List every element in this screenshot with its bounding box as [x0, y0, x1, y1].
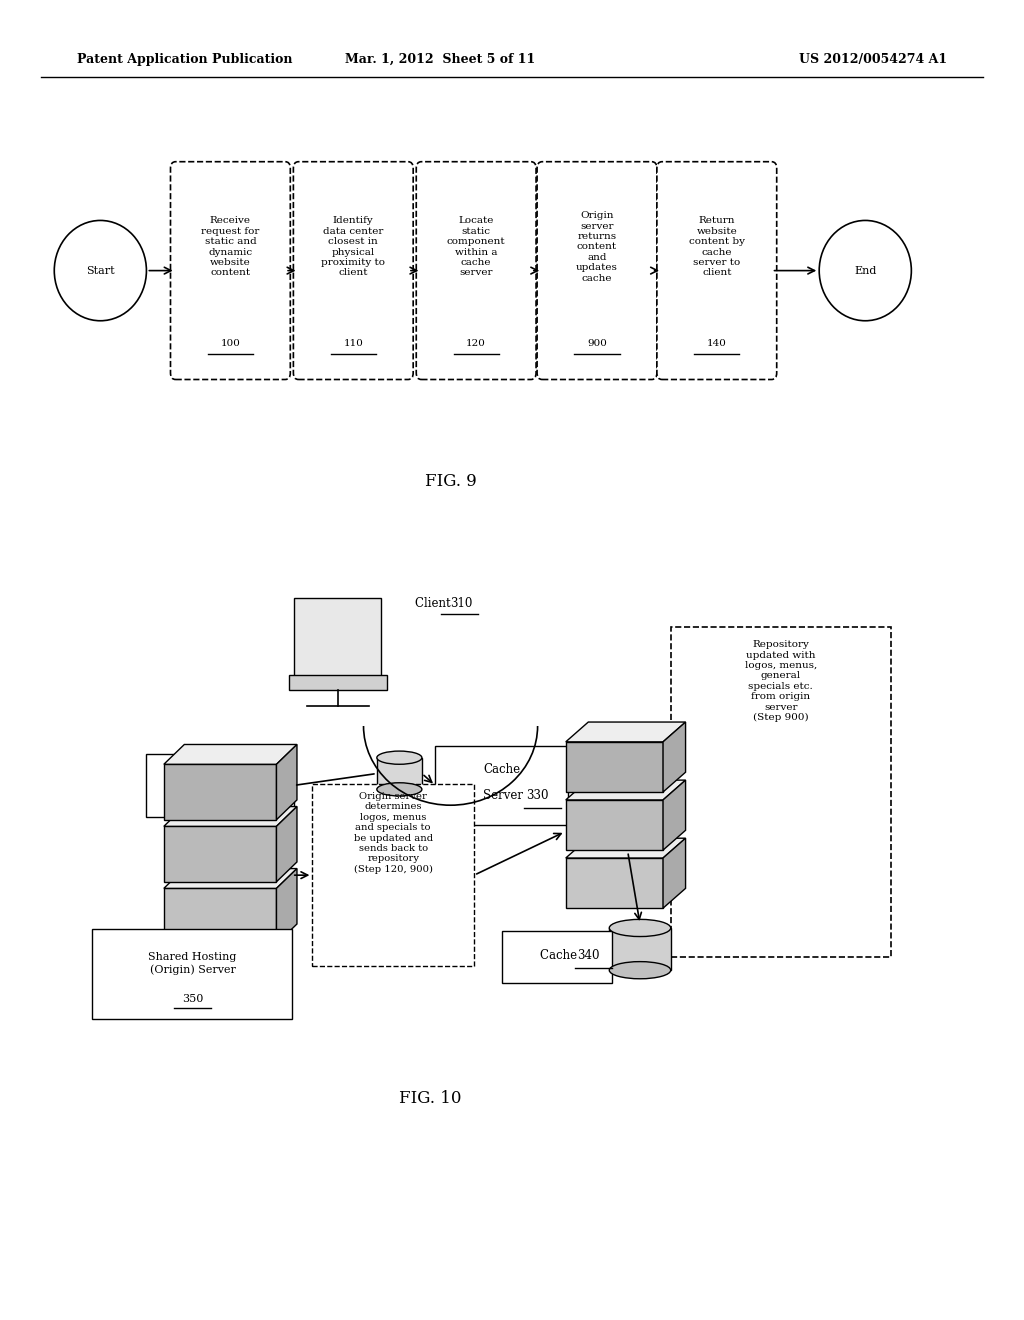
Text: Router: Router — [185, 774, 230, 787]
Polygon shape — [664, 838, 686, 908]
Polygon shape — [664, 780, 686, 850]
Ellipse shape — [377, 783, 422, 796]
Polygon shape — [565, 780, 686, 800]
Text: 350: 350 — [182, 994, 203, 1005]
Text: 330: 330 — [526, 789, 549, 803]
Text: Start: Start — [86, 265, 115, 276]
Polygon shape — [565, 838, 686, 858]
Polygon shape — [164, 869, 297, 888]
Ellipse shape — [377, 751, 422, 764]
FancyBboxPatch shape — [92, 929, 292, 1019]
Polygon shape — [276, 807, 297, 882]
Text: Repository
updated with
logos, menus,
general
specials etc.
from origin
server
(: Repository updated with logos, menus, ge… — [744, 640, 817, 722]
Polygon shape — [164, 744, 297, 764]
Text: Origin
server
returns
content
and
updates
cache: Origin server returns content and update… — [577, 211, 617, 282]
Bar — [164, 826, 276, 882]
FancyBboxPatch shape — [170, 161, 291, 380]
FancyBboxPatch shape — [657, 161, 776, 380]
Text: FIG. 9: FIG. 9 — [425, 474, 476, 490]
FancyBboxPatch shape — [146, 754, 294, 817]
Ellipse shape — [819, 220, 911, 321]
FancyBboxPatch shape — [435, 746, 568, 825]
FancyBboxPatch shape — [295, 598, 382, 677]
FancyBboxPatch shape — [537, 161, 657, 380]
FancyBboxPatch shape — [671, 627, 891, 957]
Text: Patent Application Publication: Patent Application Publication — [77, 53, 292, 66]
Text: 100: 100 — [220, 339, 241, 347]
Text: 340: 340 — [578, 949, 600, 962]
Text: FIG. 10: FIG. 10 — [398, 1090, 462, 1106]
FancyBboxPatch shape — [416, 161, 537, 380]
Ellipse shape — [54, 220, 146, 321]
Text: Locate
static
component
within a
cache
server: Locate static component within a cache s… — [446, 216, 506, 277]
Text: Cache: Cache — [540, 949, 581, 962]
Text: Shared Hosting
(Origin) Server: Shared Hosting (Origin) Server — [148, 953, 237, 974]
Bar — [565, 800, 664, 850]
Bar — [164, 888, 276, 944]
Text: Receive
request for
static and
dynamic
website
content: Receive request for static and dynamic w… — [201, 216, 260, 277]
Text: US 2012/0054274 A1: US 2012/0054274 A1 — [799, 53, 947, 66]
Text: Return
website
content by
cache
server to
client: Return website content by cache server t… — [689, 216, 744, 277]
Text: 120: 120 — [466, 339, 486, 347]
Text: End: End — [854, 265, 877, 276]
Text: 140: 140 — [707, 339, 727, 347]
FancyBboxPatch shape — [290, 675, 387, 690]
Text: Cache: Cache — [483, 763, 520, 776]
Polygon shape — [276, 869, 297, 944]
Text: Mar. 1, 2012  Sheet 5 of 11: Mar. 1, 2012 Sheet 5 of 11 — [345, 53, 536, 66]
Ellipse shape — [609, 919, 671, 936]
Text: Identify
data center
closest in
physical
proximity to
client: Identify data center closest in physical… — [322, 216, 385, 277]
Polygon shape — [565, 722, 686, 742]
Polygon shape — [164, 807, 297, 826]
FancyBboxPatch shape — [502, 931, 612, 983]
FancyBboxPatch shape — [293, 161, 413, 380]
Bar — [565, 742, 664, 792]
Text: 900: 900 — [587, 339, 607, 347]
Polygon shape — [276, 744, 297, 820]
Ellipse shape — [609, 961, 671, 979]
Bar — [164, 764, 276, 820]
Text: 310: 310 — [451, 597, 473, 610]
Text: Server: Server — [483, 789, 527, 803]
FancyBboxPatch shape — [312, 784, 474, 966]
Text: 110: 110 — [343, 339, 364, 347]
Text: Client: Client — [415, 597, 454, 610]
Polygon shape — [664, 722, 686, 792]
Text: 320: 320 — [254, 774, 276, 787]
Bar — [609, 928, 671, 970]
Bar — [377, 758, 422, 789]
Text: Origin server
determines
logos, menus
and specials to
be updated and
sends back : Origin server determines logos, menus an… — [353, 792, 433, 874]
Bar — [565, 858, 664, 908]
